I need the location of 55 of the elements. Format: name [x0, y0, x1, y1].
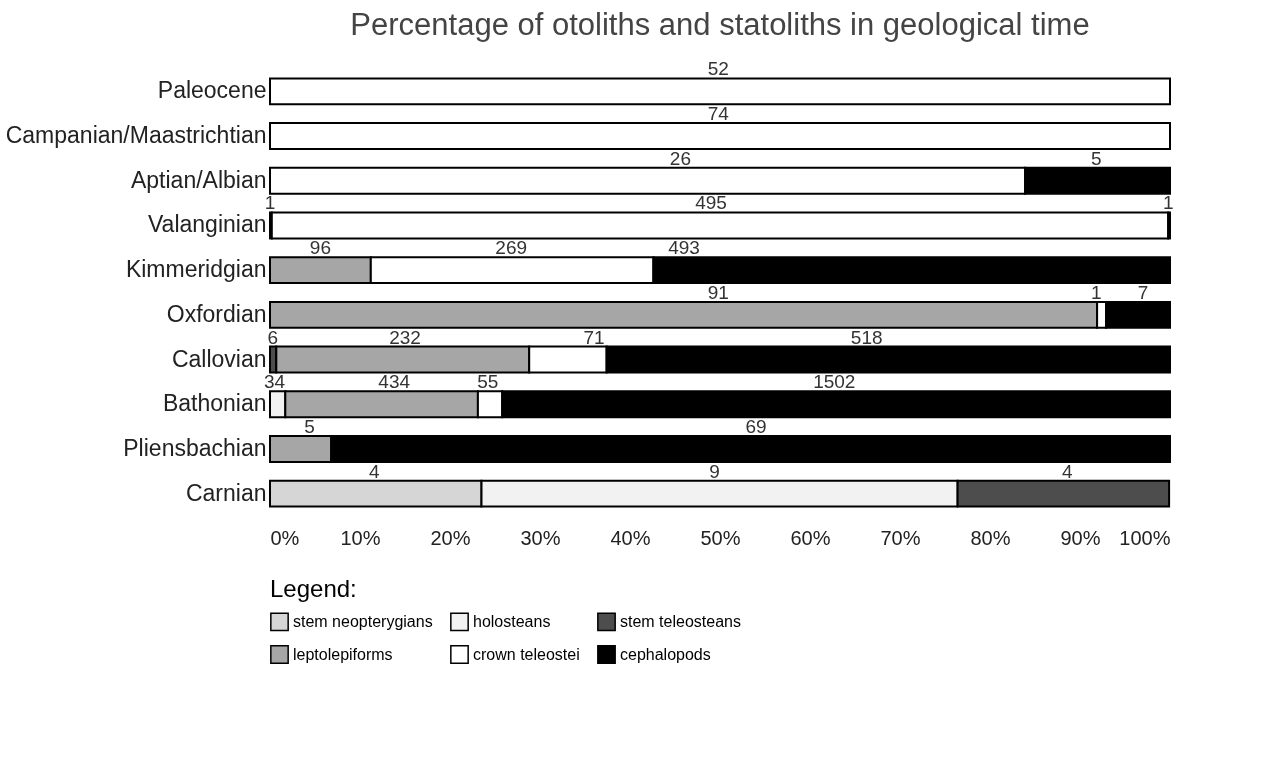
legend-label: cephalopods — [620, 645, 711, 663]
x-tick-label: 70% — [880, 526, 921, 549]
annotation: 52 — [707, 58, 729, 80]
annotation: 5 — [304, 415, 315, 437]
annotation: 96 — [309, 237, 331, 259]
annotation: 5 — [1090, 147, 1102, 169]
x-tick-label: 80% — [970, 526, 1011, 549]
annotation: 493 — [668, 237, 700, 259]
annotation: 55 — [477, 371, 499, 393]
annotation: 91 — [707, 281, 729, 303]
annotation: 495 — [695, 192, 727, 214]
annotation: 4 — [1062, 460, 1074, 482]
x-tick-label: 30% — [520, 526, 561, 549]
y-tick-label: Campanian/Maastrichtian — [5, 122, 267, 149]
annotation: 6 — [267, 326, 278, 348]
annotation: 34 — [263, 371, 286, 393]
x-tick-label: 20% — [430, 526, 471, 549]
y-tick-label: Valanginian — [147, 211, 267, 238]
y-tick-label: Bathonian — [162, 390, 267, 417]
y-tick-label: Oxfordian — [166, 300, 267, 327]
annotation: 1 — [1090, 281, 1102, 303]
chart-title: Percentage of otoliths and statoliths in geological time — [350, 7, 1090, 43]
x-tick-label: 10% — [340, 526, 381, 549]
x-tick-label: 60% — [790, 526, 831, 549]
annotation: 71 — [583, 326, 605, 348]
x-tick-label: 90% — [1060, 526, 1101, 549]
annotation: 434 — [378, 371, 411, 393]
annotation: 518 — [850, 326, 883, 348]
y-tick-label: Pliensbachian — [123, 434, 267, 461]
legend-label: stem neopterygians — [293, 612, 433, 630]
annotation: 74 — [707, 103, 730, 125]
y-tick-label: Paleocene — [157, 77, 267, 104]
annotation: 7 — [1137, 281, 1149, 303]
annotation: 26 — [669, 147, 691, 169]
y-tick-label: Callovian — [171, 345, 267, 372]
legend-title: Legend: — [270, 575, 357, 602]
x-tick-label: 40% — [610, 526, 651, 549]
y-tick-label: Carnian — [185, 479, 267, 506]
legend-label: crown teleostei — [473, 645, 580, 663]
y-tick-label: Kimmeridgian — [125, 256, 267, 283]
annotation: 269 — [495, 237, 528, 259]
legend-label: stem teleosteans — [620, 612, 741, 630]
annotation: 1502 — [813, 371, 856, 393]
annotation: 232 — [389, 326, 421, 348]
x-tick-label: 50% — [700, 526, 741, 549]
annotation: 69 — [745, 415, 767, 437]
y-tick-label: Aptian/Albian — [130, 166, 267, 193]
annotation: 1 — [264, 192, 276, 214]
annotation: 1 — [1162, 192, 1174, 214]
annotation: 4 — [369, 460, 381, 482]
x-tick-label: 0% — [270, 526, 300, 549]
annotation: 9 — [709, 460, 720, 482]
legend-label: holosteans — [473, 612, 551, 630]
legend-label: leptolepiforms — [293, 645, 393, 663]
x-tick-label: 100% — [1119, 526, 1171, 549]
